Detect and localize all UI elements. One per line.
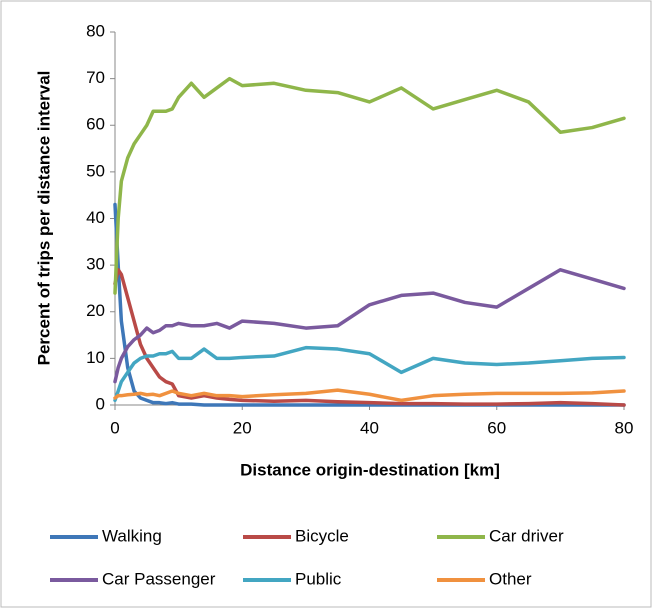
y-tick-label: 40 bbox=[86, 208, 105, 227]
y-tick-label: 80 bbox=[86, 21, 105, 40]
legend-label: Walking bbox=[102, 526, 162, 545]
series-line bbox=[113, 268, 626, 384]
x-tick-label: 40 bbox=[360, 418, 379, 437]
x-tick-label: 20 bbox=[233, 418, 252, 437]
y-tick-label: 0 bbox=[96, 394, 105, 413]
x-tick-label: 80 bbox=[615, 418, 634, 437]
legend-label: Public bbox=[295, 569, 342, 588]
legend-label: Other bbox=[489, 569, 532, 588]
y-tick-label: 50 bbox=[86, 161, 105, 180]
y-axis-title: Percent of trips per distance interval bbox=[34, 71, 53, 366]
x-tick-label: 60 bbox=[487, 418, 506, 437]
y-tick-label: 30 bbox=[86, 255, 105, 274]
legend-label: Car Passenger bbox=[102, 569, 216, 588]
y-tick-label: 60 bbox=[86, 115, 105, 134]
x-tick-label: 0 bbox=[110, 418, 119, 437]
y-tick-label: 10 bbox=[86, 348, 105, 367]
legend-label: Bicycle bbox=[295, 526, 349, 545]
series-line bbox=[113, 388, 626, 403]
x-axis-title: Distance origin-destination [km] bbox=[240, 460, 500, 479]
series-line bbox=[113, 345, 626, 403]
y-tick-label: 20 bbox=[86, 301, 105, 320]
y-tick-label: 70 bbox=[86, 68, 105, 87]
series-line bbox=[113, 76, 626, 295]
legend-label: Car driver bbox=[489, 526, 564, 545]
